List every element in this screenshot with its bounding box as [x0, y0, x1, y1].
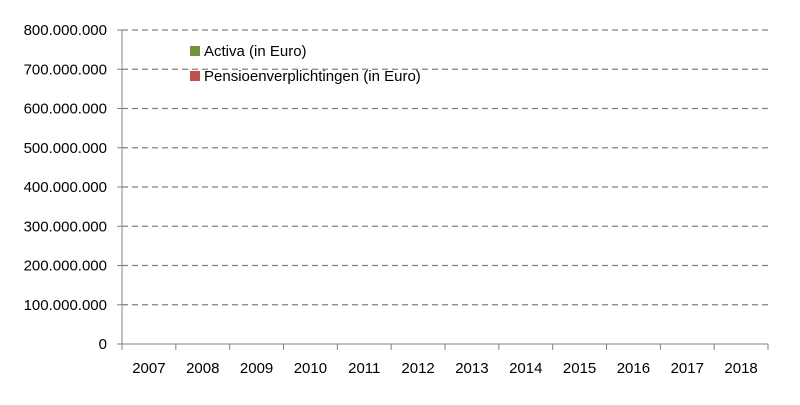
x-tick-label: 2017: [671, 360, 704, 377]
x-tick-label: 2012: [401, 360, 434, 377]
y-tick-label: 700.000.000: [24, 61, 107, 78]
x-tick-label: 2007: [132, 360, 165, 377]
y-tick-label: 600.000.000: [24, 101, 107, 118]
legend-label: Activa (in Euro): [204, 43, 307, 60]
x-tick-label: 2013: [455, 360, 488, 377]
y-tick-label: 200.000.000: [24, 258, 107, 275]
legend-label: Pensioenverplichtingen (in Euro): [204, 68, 421, 85]
y-tick-label: 300.000.000: [24, 218, 107, 235]
x-tick-label: 2018: [724, 360, 757, 377]
y-tick-label: 400.000.000: [24, 179, 107, 196]
legend-swatch: [190, 71, 200, 81]
x-tick-label: 2009: [240, 360, 273, 377]
gridlines: [122, 29, 768, 306]
x-tick-label: 2010: [294, 360, 327, 377]
x-tick-label: 2014: [509, 360, 542, 377]
x-tick-label: 2008: [186, 360, 219, 377]
y-tick-label: 500.000.000: [24, 140, 107, 157]
legend-swatch: [190, 46, 200, 56]
y-tick-label: 100.000.000: [24, 297, 107, 314]
x-tick-label: 2011: [348, 360, 380, 377]
y-tick-labels: 0 100.000.000 200.000.000 300.000.000 400.00…: [24, 22, 107, 353]
x-tick-label: 2015: [563, 360, 596, 377]
axes: [117, 29, 769, 350]
y-tick-label: 800.000.000: [24, 22, 107, 39]
x-tick-label: 2016: [617, 360, 650, 377]
x-tick-labels: 2007 2008 2009 2010 2011 2012 2013 2014 2015 2016…: [132, 360, 758, 377]
legend: Activa (in Euro) Pensioenverplichtingen (…: [190, 43, 421, 85]
y-tick-label: 0: [99, 336, 107, 353]
